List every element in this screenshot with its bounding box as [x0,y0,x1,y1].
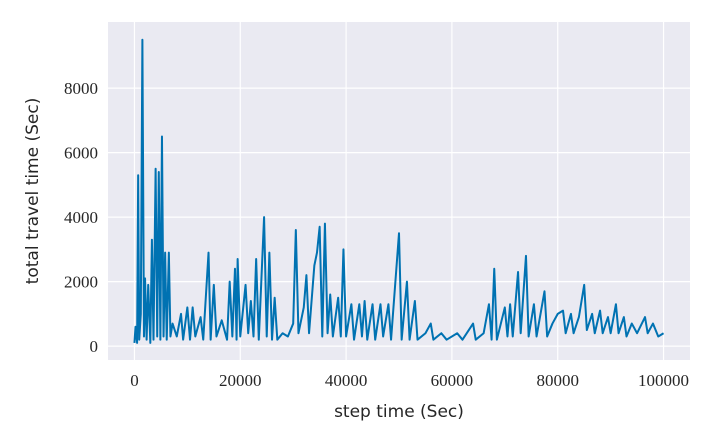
y-axis-label: total travel time (Sec) [23,98,43,285]
y-tick-label: 8000 [64,79,98,98]
y-tick-label: 6000 [64,144,98,163]
x-tick-label: 100000 [638,371,689,390]
x-axis-label: step time (Sec) [334,402,464,422]
x-tick-label: 80000 [536,371,579,390]
y-tick-label: 4000 [64,208,98,227]
x-tick-label: 40000 [325,371,368,390]
x-tick-label: 0 [130,371,139,390]
data-line [133,38,665,344]
x-tick-label: 60000 [431,371,474,390]
plot-area [108,22,690,360]
y-tick-label: 0 [90,337,99,356]
y-tick-label: 2000 [64,273,98,292]
x-tick-label: 20000 [219,371,262,390]
